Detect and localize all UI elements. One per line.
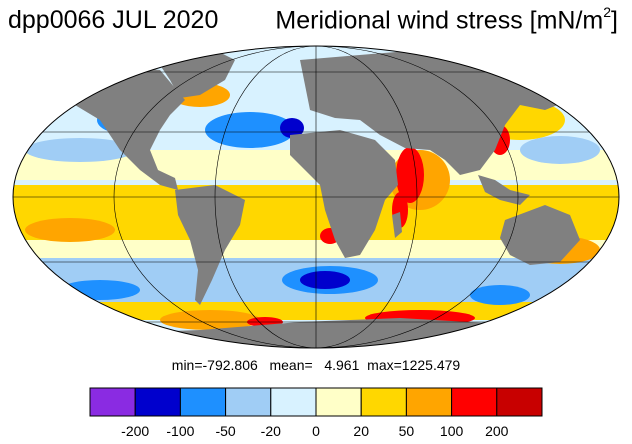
max-value: 1225.479 [401, 357, 461, 373]
land-south-america [175, 185, 245, 305]
colorbar-tick-label: 100 [440, 423, 464, 439]
field-patch [60, 280, 140, 300]
field-statistics: min=-792.806 mean= 4.961 max=1225.479 [0, 357, 632, 373]
field-patch [300, 271, 350, 289]
colorbar-boxes [89, 387, 543, 417]
variable-name: Meridional wind stress [mN/m [275, 6, 604, 35]
colorbar-tick-label: -100 [166, 423, 194, 439]
field-patch [160, 310, 260, 330]
colorbar-tick-label: -20 [261, 423, 281, 439]
land-madagascar [392, 212, 402, 238]
colorbar-box [270, 387, 317, 417]
colorbar-tick-label: 50 [399, 423, 415, 439]
colorbar-box [134, 387, 181, 417]
colorbar-box [315, 387, 362, 417]
variable-title: Meridional wind stress [mN/m2] [275, 4, 618, 35]
colorbar-tick-label: -50 [215, 423, 235, 439]
field-patch [25, 218, 115, 242]
colorbar-labels: -200 -100 -50 -20 0 20 50 100 200 [121, 423, 509, 439]
land-antarctica [40, 318, 600, 348]
graticule-meridian [113, 46, 519, 348]
mean-label: mean= [269, 357, 313, 373]
units-close: ] [611, 6, 618, 35]
field-patch [280, 118, 304, 138]
colorbar-box [405, 387, 453, 417]
map-outline [12, 45, 620, 349]
colorbar-box [89, 387, 136, 417]
land-africa [290, 130, 398, 258]
plot-title: dpp0066 JUL 2020 [8, 6, 219, 34]
min-label: min= [171, 357, 203, 373]
colorbar-tick-label: 20 [353, 423, 369, 439]
graticule-meridian [214, 46, 418, 348]
colorbar-box [451, 387, 498, 417]
colorbar: -200 -100 -50 -20 0 20 50 100 200 [89, 387, 543, 439]
colorbar-tick-label: -200 [121, 423, 149, 439]
field-patch [520, 136, 600, 164]
colorbar-tick-label: 0 [312, 423, 320, 439]
mean-value: 4.961 [324, 357, 360, 373]
colorbar-box [225, 387, 272, 417]
colorbar-box [179, 387, 227, 417]
land-indonesia [478, 175, 530, 205]
land-australia [500, 205, 580, 265]
graticule [13, 46, 619, 348]
units-exponent: 2 [603, 4, 612, 20]
field-patch [470, 285, 530, 305]
colorbar-box [360, 387, 407, 417]
field-patch [25, 138, 135, 162]
colorbar-box [496, 387, 543, 417]
field-patch [205, 112, 295, 148]
min-value: -792.806 [202, 357, 258, 373]
colorbar-tick-label: 200 [485, 423, 509, 439]
max-label: max= [367, 357, 402, 373]
